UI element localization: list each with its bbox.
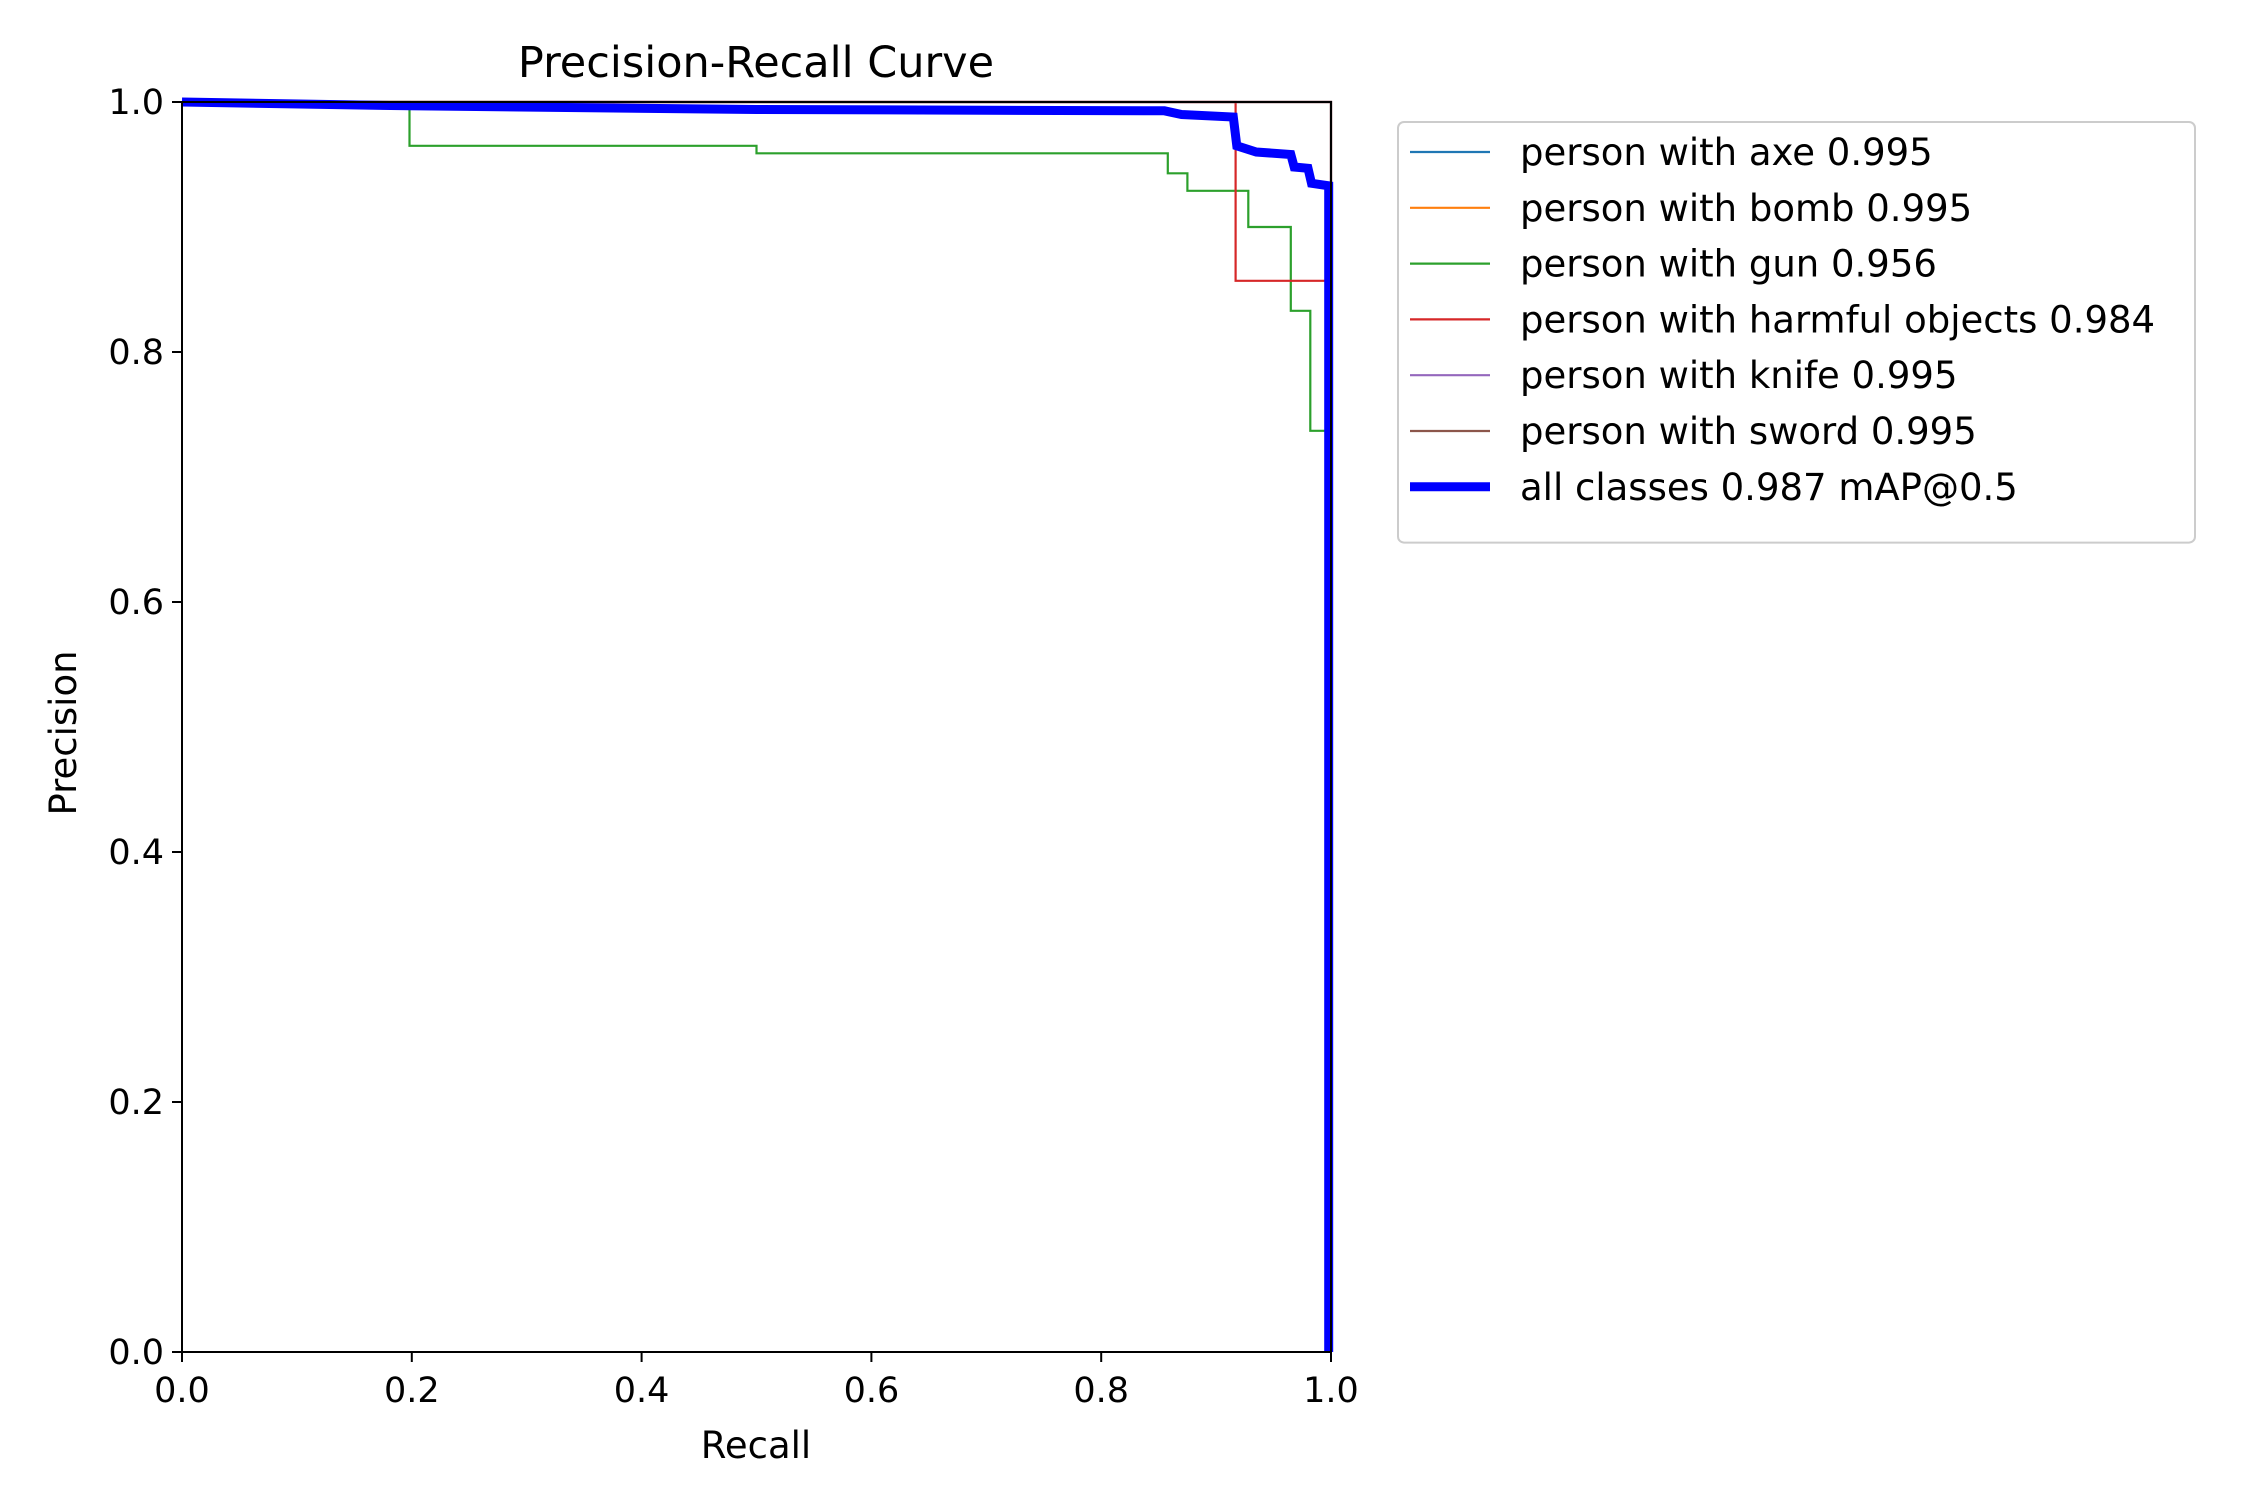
legend-label-0: person with axe 0.995 xyxy=(1520,131,1933,174)
y-tick-label: 0.0 xyxy=(108,1333,164,1373)
x-tick-label: 0.0 xyxy=(154,1371,210,1411)
legend-label-2: person with gun 0.956 xyxy=(1520,243,1937,286)
y-tick-label: 1.0 xyxy=(108,83,164,123)
y-axis-title: Precision xyxy=(42,650,85,815)
y-tick-label: 0.8 xyxy=(108,333,164,373)
y-tick-label: 0.6 xyxy=(108,583,164,623)
series-line-6 xyxy=(181,97,1334,1352)
x-tick-label: 1.0 xyxy=(1303,1371,1359,1411)
chart-title: Precision-Recall Curve xyxy=(518,38,994,88)
y-tick-label: 0.4 xyxy=(108,833,164,873)
legend-label-3: person with harmful objects 0.984 xyxy=(1520,298,2155,341)
y-tick-label: 0.2 xyxy=(108,1083,164,1123)
legend-label-6: all classes 0.987 mAP@0.5 xyxy=(1520,466,2018,509)
legend-box xyxy=(1397,121,2196,544)
x-tick-label: 0.6 xyxy=(844,1371,900,1411)
x-tick-label: 0.2 xyxy=(384,1371,440,1411)
plot-frame xyxy=(181,101,1332,1353)
legend-label-5: person with sword 0.995 xyxy=(1520,410,1977,453)
legend: person with axe 0.995 person with bomb 0.… xyxy=(1397,121,2196,544)
legend-label-1: person with bomb 0.995 xyxy=(1520,187,1972,230)
legend-label-4: person with knife 0.995 xyxy=(1520,354,1957,397)
x-axis-title: Recall xyxy=(701,1424,811,1467)
x-tick-label: 0.8 xyxy=(1073,1371,1129,1411)
axes: 0.0 0.2 0.4 0.6 0.8 1.0 0.0 0.2 0.4 0.6 0.8 1.0 xyxy=(108,83,1359,1411)
series-line-2 xyxy=(182,100,1330,1352)
x-tick-label: 0.4 xyxy=(614,1371,670,1411)
